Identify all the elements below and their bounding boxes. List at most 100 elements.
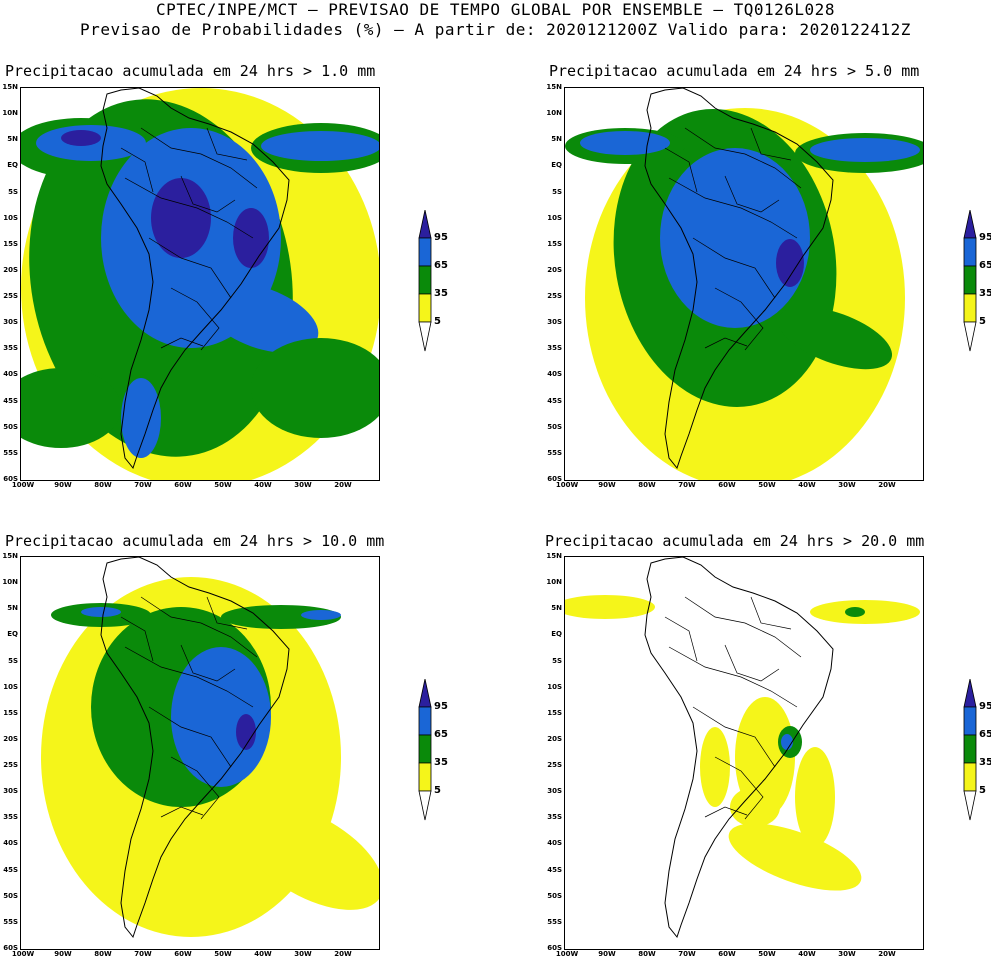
map-canvas xyxy=(565,557,920,939)
latitude-label: 15N xyxy=(546,83,562,91)
panel-title: Precipitacao acumulada em 24 hrs > 10.0 … xyxy=(5,532,385,550)
probability-map xyxy=(20,556,380,950)
latitude-label: 15N xyxy=(2,83,18,91)
latitude-label: 15S xyxy=(3,239,18,248)
probability-contour xyxy=(238,804,379,910)
longitude-label: 50W xyxy=(758,950,776,958)
latitude-label: 5S xyxy=(552,187,562,196)
coastline xyxy=(644,557,834,939)
country-border xyxy=(206,127,248,161)
longitude-label: 30W xyxy=(294,950,312,958)
longitude-label: 70W xyxy=(678,950,696,958)
coastline xyxy=(100,557,290,939)
longitude-label: 60W xyxy=(718,950,736,958)
latitude-label: 25S xyxy=(547,292,562,301)
country-border xyxy=(704,806,748,818)
longitude-label: 30W xyxy=(838,481,856,489)
colorbar-label: 35 xyxy=(979,757,991,768)
latitude-label: 45S xyxy=(3,865,18,874)
latitude-label: 35S xyxy=(3,813,18,822)
country-border xyxy=(714,287,764,351)
country-border xyxy=(148,706,232,768)
coastline xyxy=(644,88,834,470)
legend-colorbar xyxy=(963,679,977,821)
colorbar-label: 65 xyxy=(434,729,448,740)
country-border xyxy=(206,596,248,630)
longitude-label: 20W xyxy=(334,950,352,958)
longitude-label: 100W xyxy=(11,481,35,489)
colorbar-segment xyxy=(963,237,977,267)
probability-contour xyxy=(735,697,795,817)
country-border xyxy=(668,646,798,708)
latitude-label: 50S xyxy=(547,891,562,900)
probability-contour xyxy=(810,138,920,162)
longitude-label: 80W xyxy=(638,950,656,958)
country-border xyxy=(160,337,204,349)
longitude-label: 20W xyxy=(878,950,896,958)
colorbar-label: 5 xyxy=(434,316,441,327)
country-border xyxy=(180,175,236,213)
panel-title: Precipitacao acumulada em 24 hrs > 1.0 m… xyxy=(5,62,376,80)
colorbar-label: 65 xyxy=(434,260,448,271)
country-border xyxy=(750,127,792,161)
probability-map xyxy=(20,87,380,481)
latitude-label: 40S xyxy=(3,370,18,379)
latitude-label: 15N xyxy=(2,552,18,560)
country-border xyxy=(684,127,802,189)
longitude-label: 50W xyxy=(758,481,776,489)
latitude-label: 55S xyxy=(3,448,18,457)
panel-title: Precipitacao acumulada em 24 hrs > 20.0 … xyxy=(545,532,925,550)
map-canvas xyxy=(565,88,923,480)
country-border xyxy=(750,596,792,630)
latitude-label: 5N xyxy=(551,604,562,613)
probability-contour xyxy=(660,148,810,328)
latitude-label: 5S xyxy=(552,656,562,665)
latitude-label: 10N xyxy=(2,109,18,118)
longitude-label: 50W xyxy=(214,950,232,958)
longitude-label: 70W xyxy=(678,481,696,489)
country-border xyxy=(120,616,154,662)
longitude-label: 20W xyxy=(334,481,352,489)
colorbar-segment xyxy=(418,734,432,764)
country-border xyxy=(140,596,258,658)
probability-contour xyxy=(21,368,121,448)
probability-contour xyxy=(251,338,379,438)
latitude-label: 10N xyxy=(546,109,562,118)
latitude-label: 5N xyxy=(7,135,18,144)
colorbar-label: 35 xyxy=(434,288,448,299)
probability-contour xyxy=(795,747,835,847)
probability-contour xyxy=(81,607,121,617)
colorbar-segment xyxy=(963,762,977,792)
latitude-label: EQ xyxy=(7,630,18,639)
latitude-label: 5N xyxy=(7,604,18,613)
colorbar-segment xyxy=(963,790,977,821)
latitude-label: 25S xyxy=(547,761,562,770)
colorbar-label: 95 xyxy=(979,701,991,712)
country-border xyxy=(692,706,776,768)
latitude-label: 55S xyxy=(3,917,18,926)
latitude-label: 60S xyxy=(547,944,562,952)
latitude-label: 15S xyxy=(547,239,562,248)
latitude-label: 35S xyxy=(3,344,18,353)
latitude-label: EQ xyxy=(7,161,18,170)
longitude-label: 100W xyxy=(11,950,35,958)
header-subtitle: Previsao de Probabilidades (%) – A parti… xyxy=(80,20,911,39)
colorbar-label: 65 xyxy=(979,260,991,271)
colorbar-segment xyxy=(418,210,432,239)
probability-map xyxy=(564,87,924,481)
longitude-label: 100W xyxy=(555,481,579,489)
latitude-label: 55S xyxy=(547,917,562,926)
probability-contour xyxy=(151,178,211,258)
country-border xyxy=(664,616,698,662)
country-border xyxy=(704,337,748,349)
colorbar-label: 95 xyxy=(434,701,448,712)
probability-contour xyxy=(203,283,319,353)
colorbar-segment xyxy=(418,265,432,295)
colorbar-label: 35 xyxy=(434,757,448,768)
probability-contour xyxy=(261,131,379,161)
probability-contour xyxy=(845,607,865,617)
longitude-label: 40W xyxy=(798,481,816,489)
longitude-label: 90W xyxy=(598,950,616,958)
colorbar-segment xyxy=(418,293,432,323)
colorbar-label: 95 xyxy=(979,232,991,243)
